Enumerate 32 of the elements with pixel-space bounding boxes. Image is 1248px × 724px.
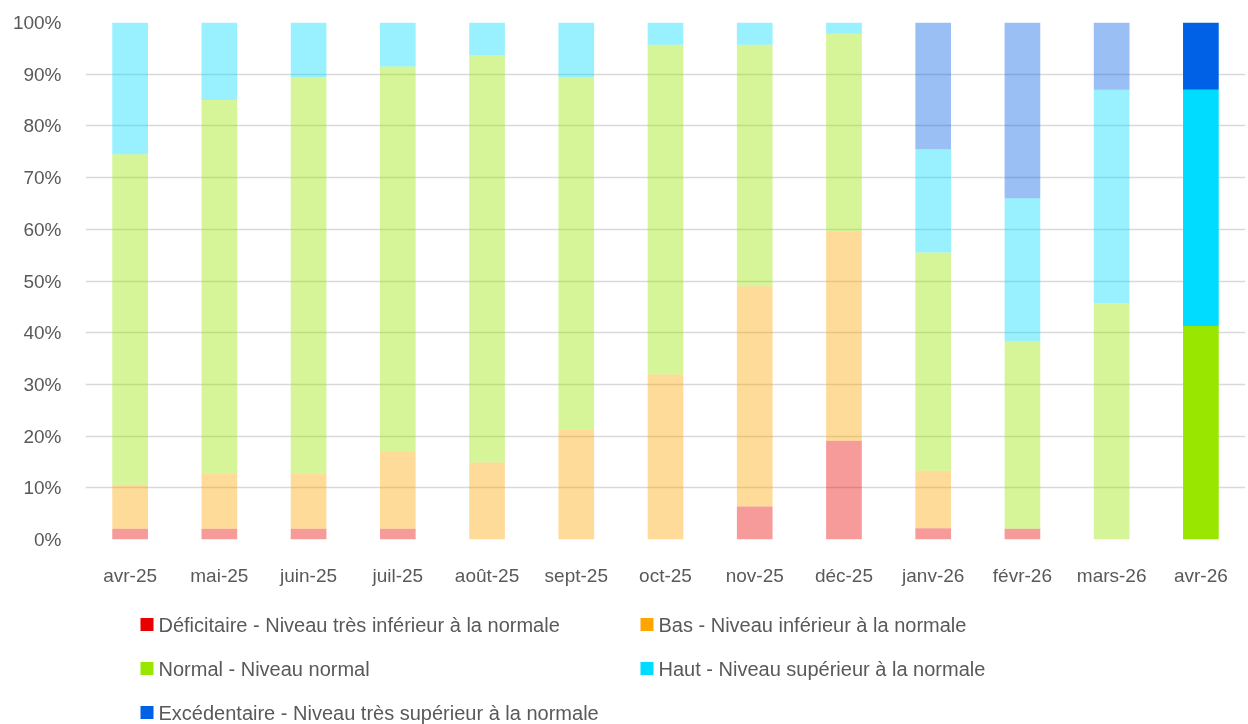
x-tick-label: sept-25 <box>544 564 608 586</box>
x-tick-label: déc-25 <box>814 564 874 586</box>
x-tick-label: janv-26 <box>901 564 965 586</box>
legend-label: Haut - Niveau supérieur à la normale <box>658 657 986 680</box>
y-tick-label: 100% <box>12 12 62 33</box>
y-tick-label: 70% <box>23 167 62 189</box>
x-tick-label: mars-26 <box>1076 564 1147 586</box>
y-tick-label: 40% <box>23 322 62 344</box>
legend-label: Bas - Niveau inférieur à la normale <box>658 613 967 636</box>
x-tick-label: juil-25 <box>371 564 424 586</box>
y-tick-label: 80% <box>23 115 62 137</box>
y-tick-label: 0% <box>34 529 62 550</box>
bar <box>1183 325 1219 540</box>
x-tick-label: avr-26 <box>1173 564 1228 586</box>
x-tick-label: juin-25 <box>279 564 338 586</box>
x-tick-label: mai-25 <box>190 564 249 586</box>
y-tick-label: 50% <box>23 270 62 292</box>
legend-label: Excédentaire - Niveau très supérieur à la normale <box>158 701 599 724</box>
x-tick-label: oct-25 <box>639 564 692 586</box>
x-tick-label: août-25 <box>454 564 520 586</box>
bar <box>1183 89 1219 326</box>
y-tick-label: 30% <box>23 373 62 395</box>
legend-label: Déficitaire - Niveau très inférieur à la normale <box>158 613 560 636</box>
y-tick-label: 10% <box>23 477 62 499</box>
y-tick-label: 20% <box>23 425 62 447</box>
x-tick-label: avr-25 <box>103 564 158 586</box>
y-tick-label: 90% <box>23 63 62 85</box>
legend-label: Normal - Niveau normal <box>158 657 370 680</box>
x-tick-label: févr-26 <box>992 564 1052 586</box>
bar <box>1183 22 1219 90</box>
x-tick-label: nov-25 <box>725 564 784 586</box>
y-tick-label: 60% <box>23 218 62 240</box>
